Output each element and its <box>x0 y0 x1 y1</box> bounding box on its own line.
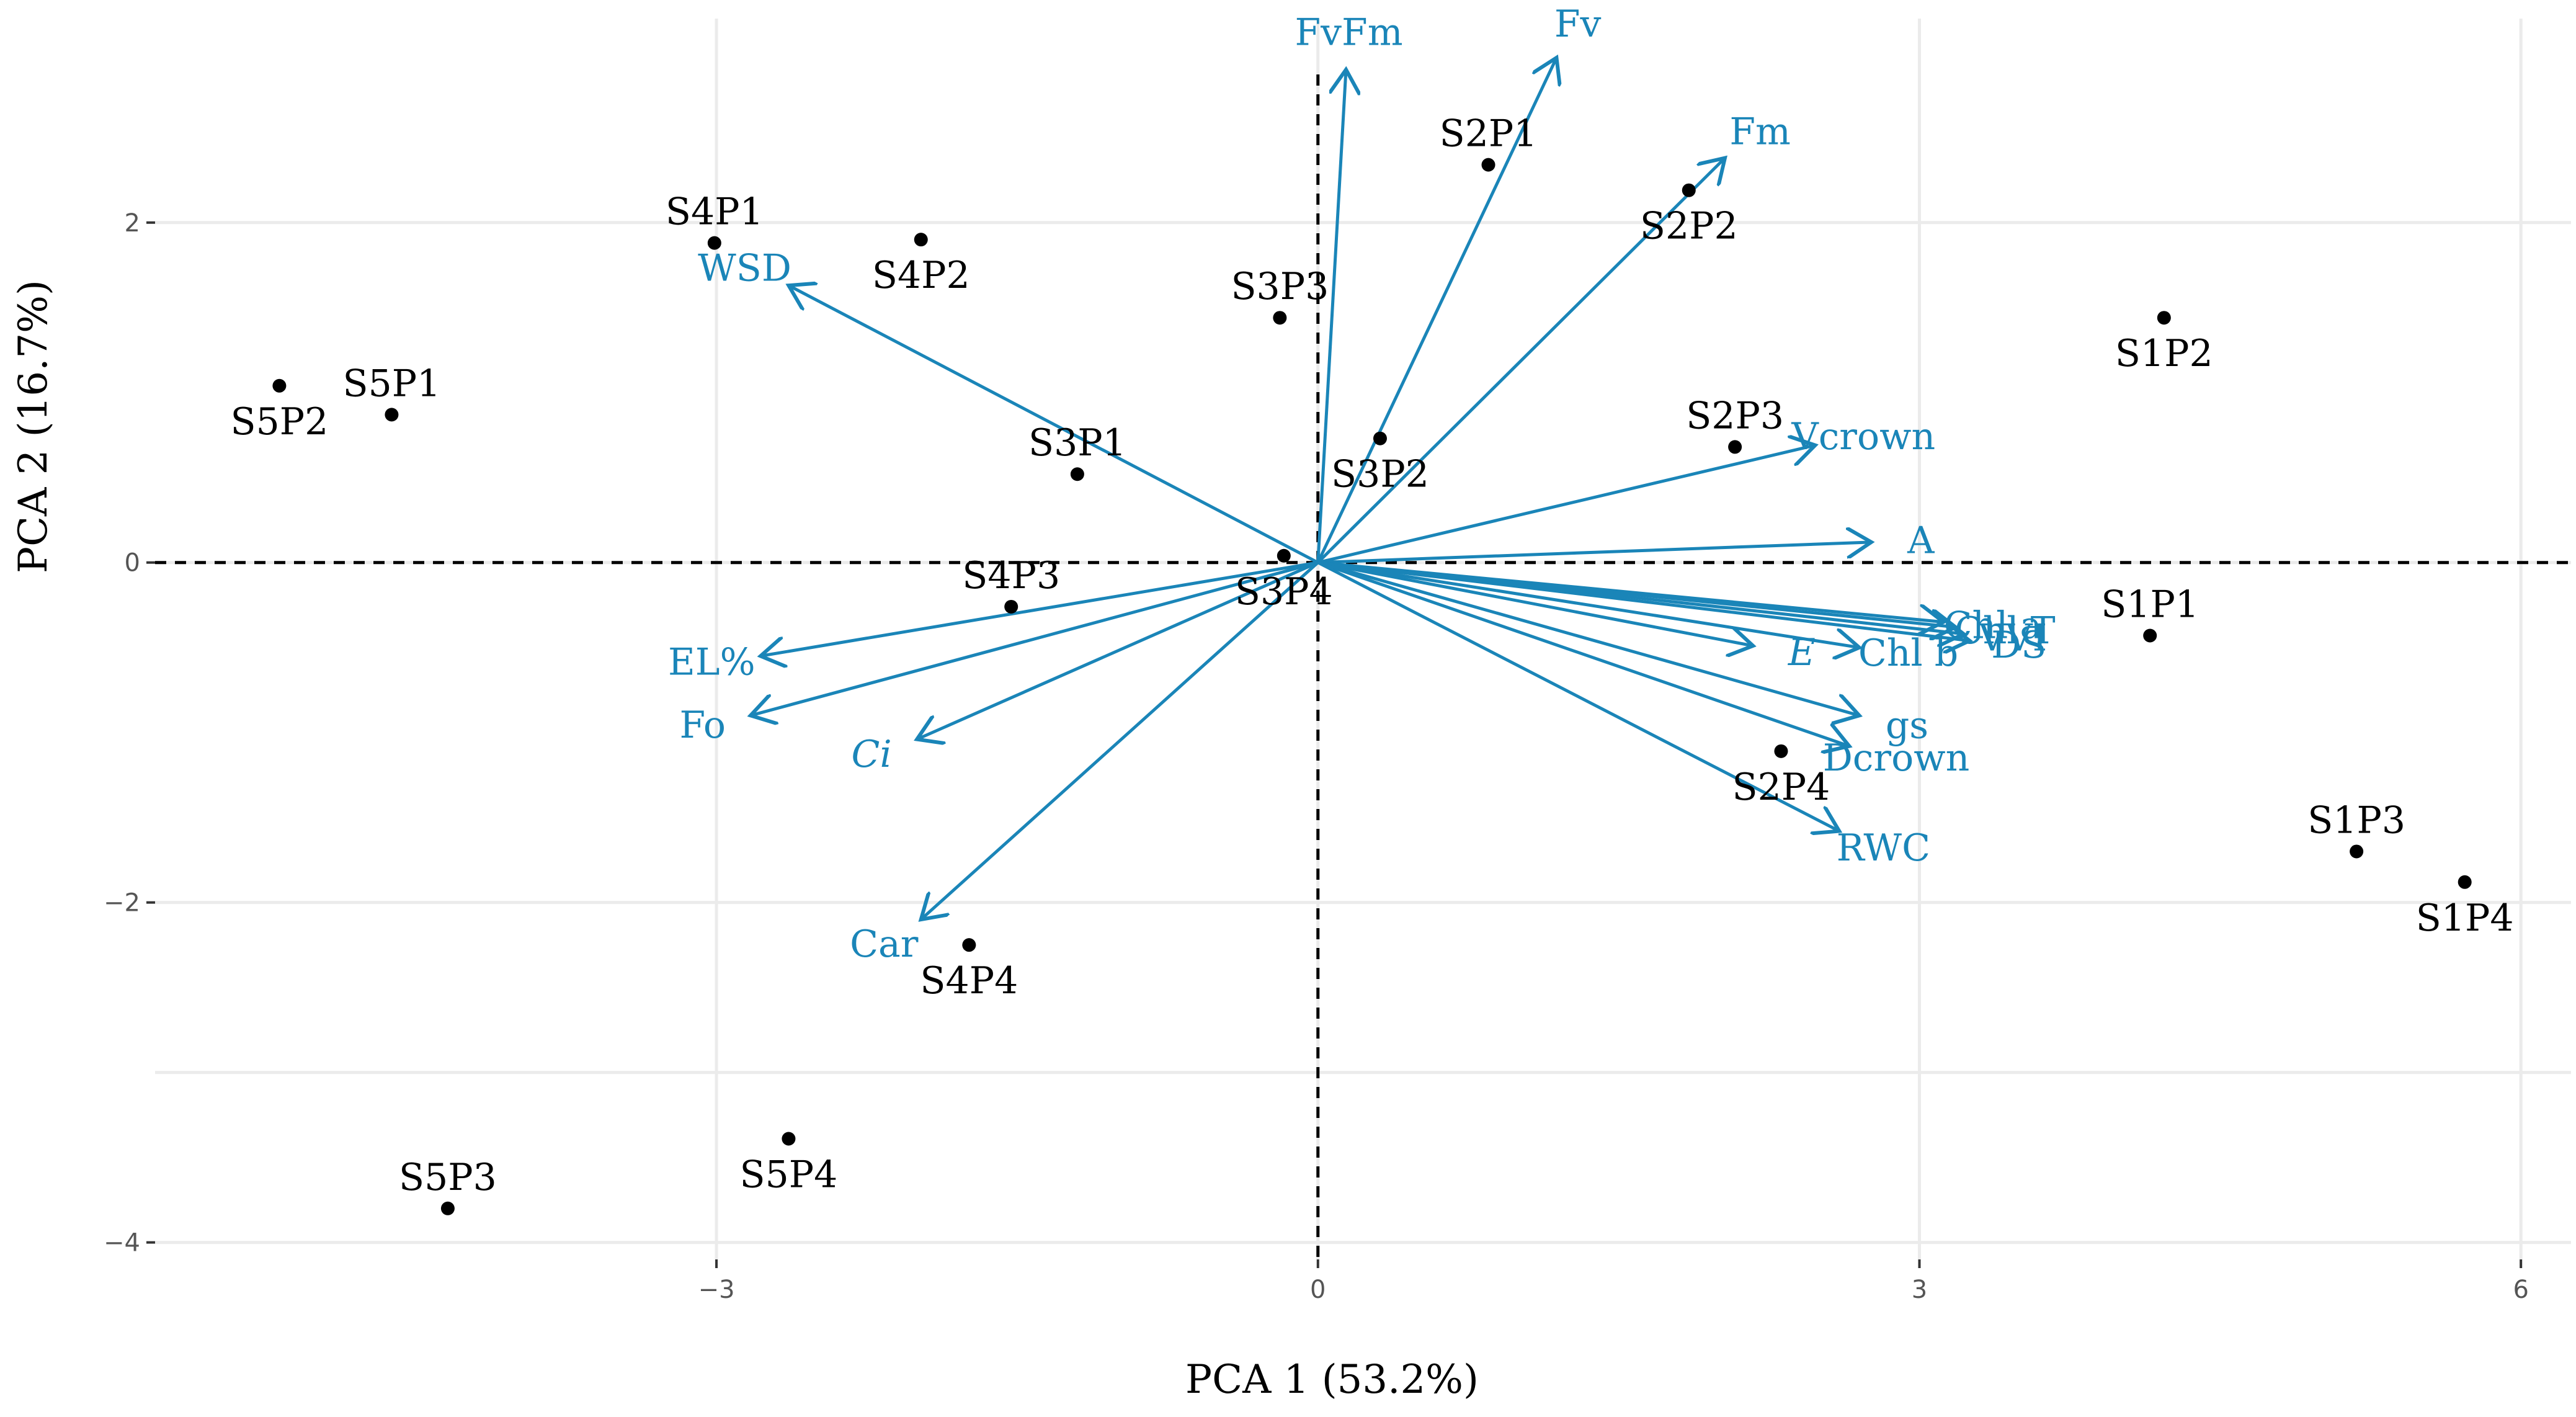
x-axis-title: PCA 1 (53.2%) <box>1185 1357 1479 1403</box>
loading-arrow <box>788 285 1319 564</box>
point-label: S3P4 <box>1235 570 1333 614</box>
point-label: S5P4 <box>740 1153 838 1196</box>
loading-label: Vcrown <box>1791 415 1935 458</box>
loading-arrow <box>760 561 1319 656</box>
gridlines <box>155 19 2571 1259</box>
loading-label: FvFm <box>1295 11 1403 54</box>
loading-label: EL% <box>668 640 755 684</box>
score-point <box>914 233 928 247</box>
loading-label: RWC <box>1837 826 1930 870</box>
loading-label: VVI <box>1978 616 2047 659</box>
point-label: S3P2 <box>1331 453 1429 496</box>
y-axis-title: PCA 2 (16.7%) <box>11 280 56 573</box>
loading-label: Chl a <box>1944 604 2043 647</box>
loading-arrow <box>1317 561 1970 641</box>
point-label: S2P4 <box>1732 766 1830 809</box>
score-point <box>782 1132 796 1146</box>
axis-ticks: −3 0 3 6 −4 −2 0 2 <box>104 209 2529 1304</box>
loading-arrow <box>921 561 1319 919</box>
loading-label: Chl T <box>1954 609 2056 653</box>
y-tick-label: 2 <box>125 209 140 238</box>
point-label: S5P3 <box>399 1156 497 1199</box>
score-point <box>1277 548 1291 563</box>
point-label: S5P1 <box>343 362 441 405</box>
x-tick-label: 6 <box>2513 1276 2528 1304</box>
point-label: S1P4 <box>2416 896 2514 940</box>
score-point <box>962 938 976 952</box>
score-point <box>2143 628 2157 643</box>
score-point <box>1481 158 1495 172</box>
loading-label: Ci <box>852 733 892 776</box>
score-point <box>272 378 287 393</box>
loading-label: Fo <box>680 704 726 747</box>
loading-label: gs <box>1886 704 1928 748</box>
point-label: S4P3 <box>962 554 1060 597</box>
loading-arrow <box>1317 542 1871 565</box>
x-tick-label: −3 <box>698 1276 735 1304</box>
loading-vectors <box>751 58 1969 919</box>
loading-arrow <box>1317 561 1860 648</box>
point-label: S4P2 <box>872 254 970 297</box>
zero-lines <box>155 74 2571 1259</box>
score-point <box>1774 744 1788 758</box>
loading-arrow <box>1317 561 1839 831</box>
score-point <box>440 1201 455 1215</box>
score-point <box>707 236 721 250</box>
score-point <box>1373 431 1387 445</box>
point-label: S2P3 <box>1686 394 1784 437</box>
score-point <box>2350 844 2364 859</box>
loading-label: Fm <box>1729 110 1791 153</box>
loading-arrow <box>917 561 1319 740</box>
loading-label: Dcrown <box>1823 736 1970 780</box>
point-label: S2P2 <box>1640 205 1738 248</box>
loading-label: Chl b <box>1858 632 1958 675</box>
loading-arrow <box>1317 561 1860 716</box>
loading-label: WSD <box>698 246 791 290</box>
point-label: S1P3 <box>2307 798 2405 842</box>
point-label: S1P1 <box>2101 583 2199 627</box>
loading-arrow <box>751 561 1319 716</box>
x-tick-label: 0 <box>1310 1276 1326 1304</box>
loading-label: E <box>1788 631 1816 674</box>
point-label: S1P2 <box>2115 332 2213 375</box>
loading-arrow <box>1317 561 1753 646</box>
y-tick-label: −2 <box>104 889 140 918</box>
score-point <box>2157 311 2171 325</box>
score-point <box>1728 440 1742 454</box>
score-points <box>272 158 2472 1215</box>
point-label: S5P2 <box>230 400 328 444</box>
loading-label: DS <box>1991 624 2046 667</box>
score-point <box>1070 467 1084 481</box>
loading-label: Car <box>850 923 919 966</box>
loading-arrow <box>1317 445 1816 565</box>
point-label: S3P3 <box>1231 265 1329 308</box>
loading-label: A <box>1907 519 1935 563</box>
score-point <box>385 408 399 422</box>
loading-arrow <box>1316 58 1557 563</box>
loading-arrow <box>1316 69 1346 563</box>
score-point <box>2458 875 2472 889</box>
score-point <box>1273 311 1287 325</box>
loading-arrow <box>1317 561 1850 746</box>
y-tick-label: 0 <box>125 549 140 578</box>
score-point <box>1004 599 1018 614</box>
point-label: S3P1 <box>1028 421 1126 465</box>
y-tick-label: −4 <box>104 1229 140 1258</box>
point-label: S4P1 <box>666 190 764 234</box>
loading-arrow <box>1317 158 1725 564</box>
score-point <box>1682 183 1696 197</box>
point-label: S4P4 <box>920 959 1018 1003</box>
loading-label: Fv <box>1554 2 1602 46</box>
x-tick-label: 3 <box>1912 1276 1927 1304</box>
point-label: S2P1 <box>1440 112 1538 156</box>
